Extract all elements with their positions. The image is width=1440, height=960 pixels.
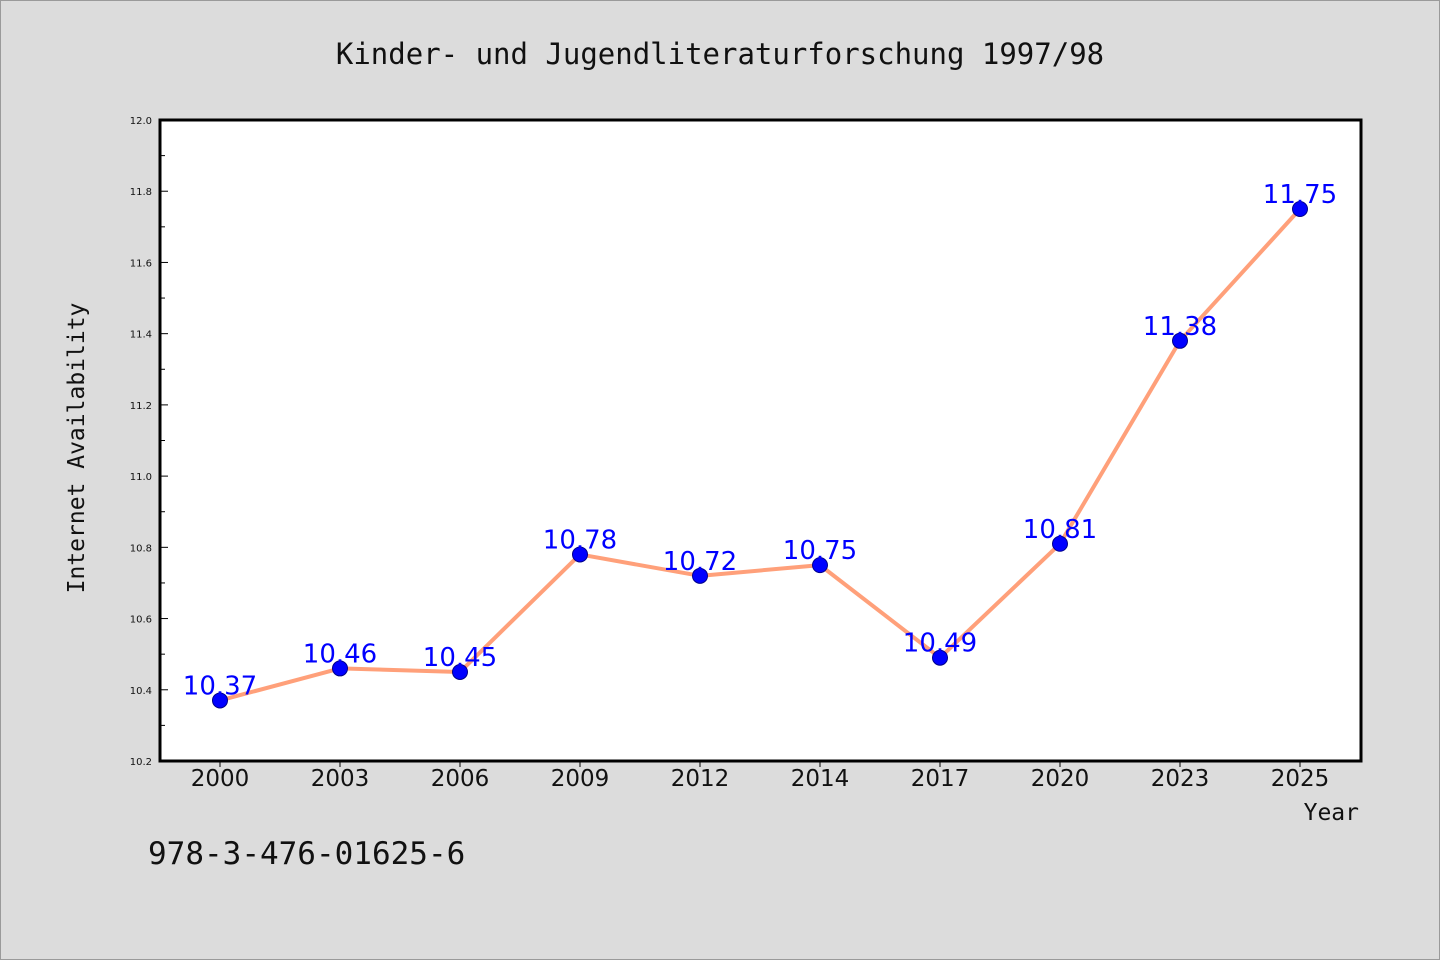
data-label: 10.81 <box>1023 515 1097 545</box>
y-tick-label: 11.0 <box>130 472 152 483</box>
data-point <box>572 546 588 563</box>
x-tick-label: 2025 <box>1271 766 1330 792</box>
data-label: 10.78 <box>543 525 617 555</box>
y-axis-label: Internet Availability <box>64 303 90 594</box>
data-point <box>332 660 348 677</box>
y-tick-label: 11.4 <box>130 330 152 341</box>
y-tick-label: 11.2 <box>130 401 152 412</box>
y-tick-label: 11.6 <box>130 258 152 269</box>
data-labels: 10.37 10.46 10.45 10.78 10.72 10.75 10.49 10.81… <box>183 180 1337 701</box>
isbn-footer: 978-3-476-01625-6 <box>148 836 465 872</box>
plot-area <box>158 118 1363 763</box>
x-tick-label: 2006 <box>431 766 490 792</box>
chart-title: Kinder- und Jugendliteraturforschung 199… <box>336 37 1104 71</box>
data-point <box>812 557 828 574</box>
y-tick-label: 10.6 <box>130 615 152 626</box>
data-point <box>452 663 468 680</box>
data-label: 11.38 <box>1143 312 1217 342</box>
data-label: 10.72 <box>663 547 737 577</box>
x-tick-label: 2014 <box>791 766 850 792</box>
x-tick-label: 2000 <box>191 766 250 792</box>
data-label: 10.37 <box>183 671 257 701</box>
data-label: 10.45 <box>423 643 497 673</box>
data-point <box>1292 201 1308 218</box>
y-axis-ticks: 10.2 10.4 10.6 10.8 11.0 11.2 11.4 11.6 11.8 12.0 <box>130 116 168 768</box>
data-point <box>212 692 228 709</box>
x-axis-label: Year <box>1304 800 1359 826</box>
x-tick-label: 2003 <box>311 766 370 792</box>
series-line <box>219 207 1302 703</box>
x-axis-ticks: 2000 2003 2006 2009 2012 2014 2017 2020 2023 2025 <box>191 761 1330 792</box>
data-label: 10.49 <box>903 629 977 659</box>
x-tick-label: 2017 <box>911 766 970 792</box>
series-markers <box>212 201 1308 709</box>
x-tick-label: 2009 <box>551 766 610 792</box>
data-point <box>1172 332 1188 349</box>
x-tick-label: 2020 <box>1031 766 1090 792</box>
data-point <box>1052 535 1068 552</box>
y-tick-label: 11.8 <box>130 187 152 198</box>
data-label: 11.75 <box>1263 180 1337 210</box>
x-tick-label: 2012 <box>671 766 730 792</box>
y-tick-label: 10.4 <box>130 686 152 697</box>
data-point <box>932 649 948 666</box>
x-tick-label: 2023 <box>1151 766 1210 792</box>
y-tick-label: 12.0 <box>130 116 152 127</box>
series-line-group <box>219 207 1302 703</box>
data-label: 10.75 <box>783 536 857 566</box>
y-tick-label: 10.8 <box>130 543 152 554</box>
data-label: 10.46 <box>303 639 377 669</box>
y-tick-label: 10.2 <box>130 757 152 768</box>
data-point <box>692 567 708 584</box>
